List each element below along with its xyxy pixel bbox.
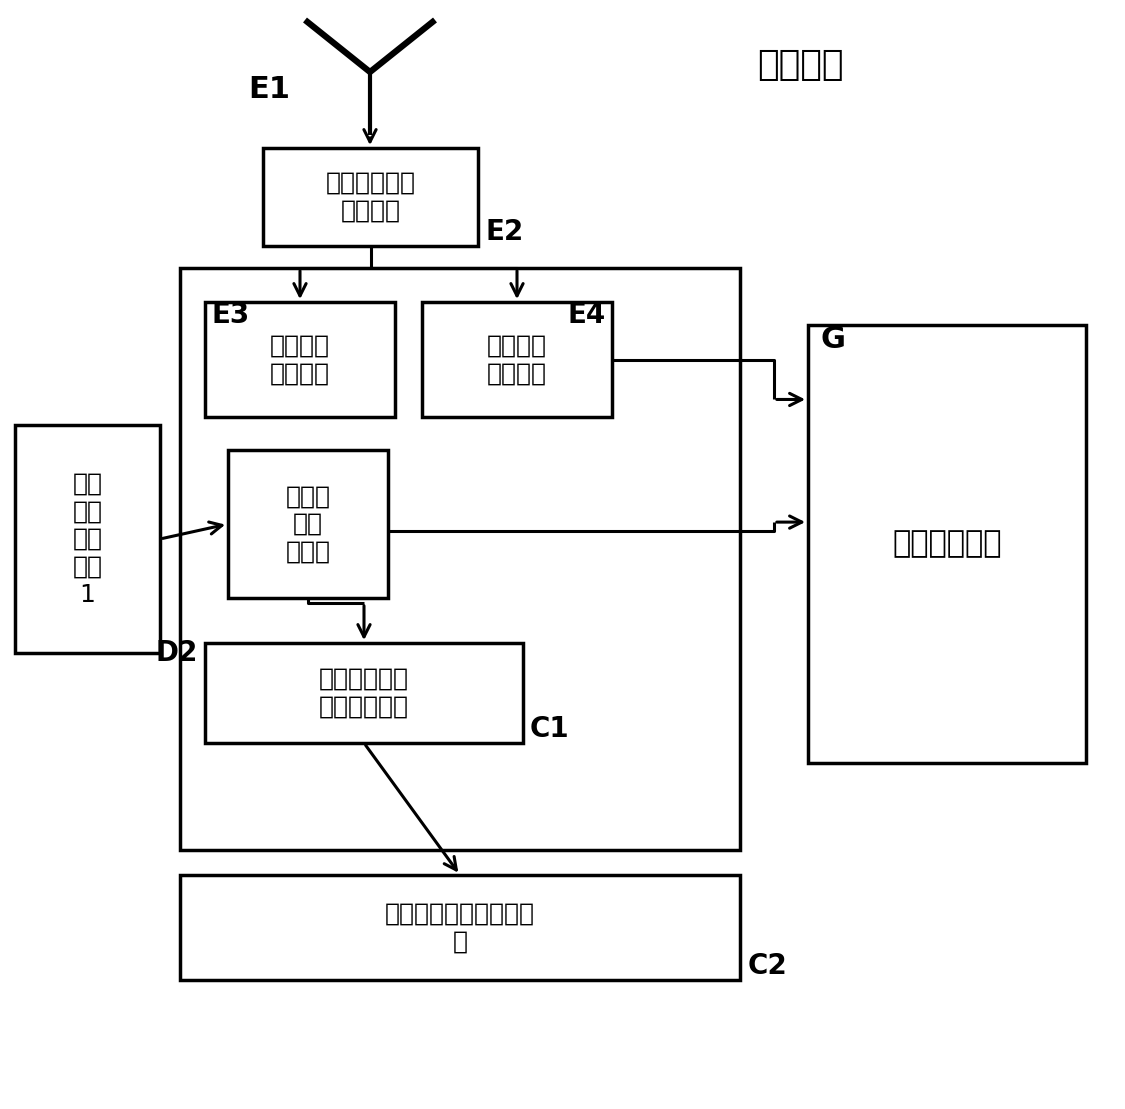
Bar xyxy=(422,302,612,417)
Bar xyxy=(205,643,523,743)
Text: 接收
信号
检测
模块
1: 接收 信号 检测 模块 1 xyxy=(72,471,102,607)
Text: E2: E2 xyxy=(486,218,524,246)
Bar xyxy=(15,425,160,653)
Text: E4: E4 xyxy=(568,301,606,329)
Text: E3: E3 xyxy=(212,301,250,329)
Bar xyxy=(263,147,478,246)
Text: 接收信号中频转射频电
路: 接收信号中频转射频电 路 xyxy=(385,902,536,954)
Bar xyxy=(808,325,1086,763)
Bar xyxy=(205,302,395,417)
Text: 接收信
号识
别单元: 接收信 号识 别单元 xyxy=(286,485,331,563)
Text: 基站发射信号
检测模块: 基站发射信号 检测模块 xyxy=(325,171,415,223)
Text: C1: C1 xyxy=(530,715,569,743)
Bar xyxy=(228,450,388,598)
Text: 接收信号发生
基带处理单元: 接收信号发生 基带处理单元 xyxy=(319,668,409,719)
Text: 基站下行: 基站下行 xyxy=(757,48,844,82)
Text: G: G xyxy=(820,325,845,354)
Text: C2: C2 xyxy=(748,952,787,980)
Text: E1: E1 xyxy=(248,75,290,104)
Text: 同步信号
获取单元: 同步信号 获取单元 xyxy=(270,334,330,386)
Text: 下行信号
鉴频单元: 下行信号 鉴频单元 xyxy=(487,334,547,386)
Bar xyxy=(180,875,740,980)
Text: 数据处理单元: 数据处理单元 xyxy=(892,529,1001,559)
Text: D2: D2 xyxy=(155,639,198,667)
Bar xyxy=(180,268,740,849)
